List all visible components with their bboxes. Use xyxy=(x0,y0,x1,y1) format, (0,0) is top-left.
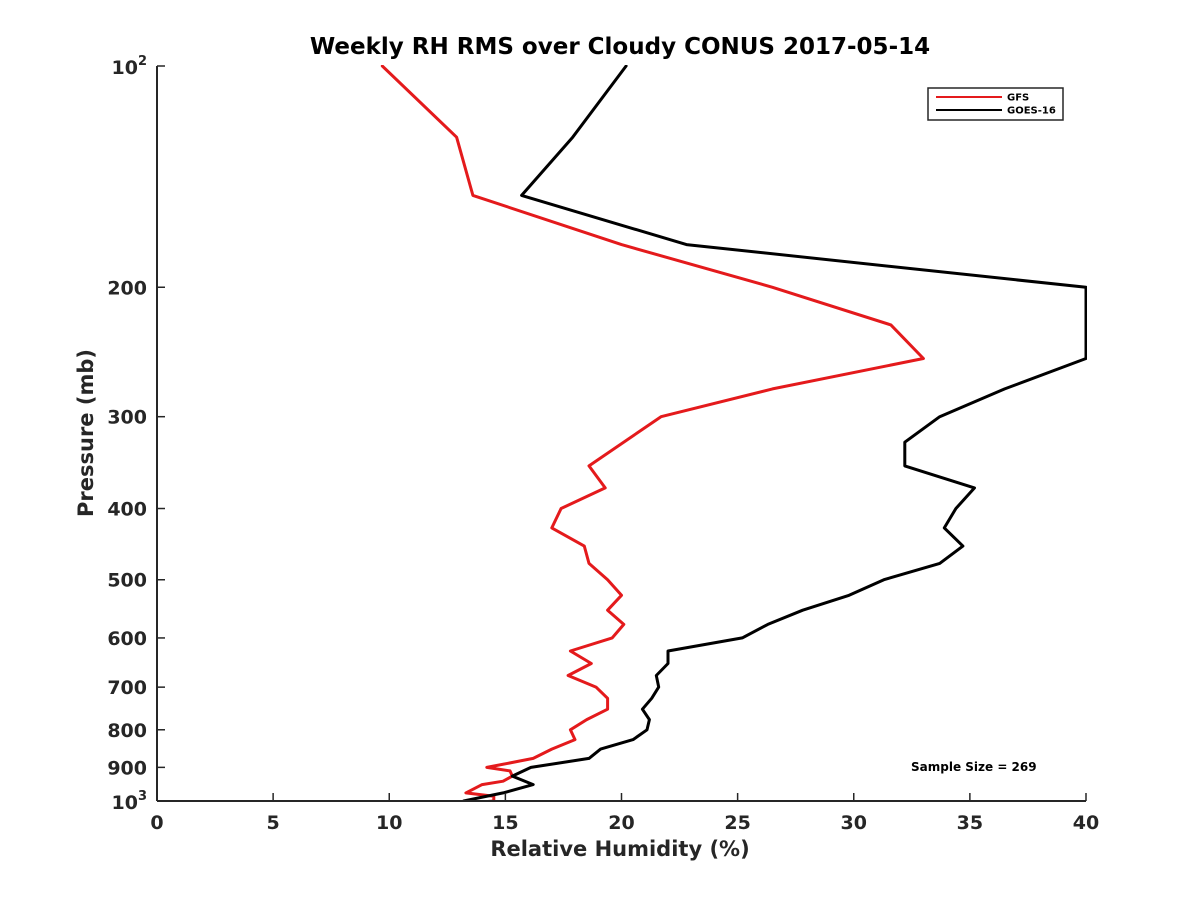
x-tick-label: 15 xyxy=(492,812,518,834)
legend-label-goes16: GOES-16 xyxy=(1007,106,1056,117)
sample-size-annotation: Sample Size = 269 xyxy=(911,760,1037,774)
x-tick-label: 35 xyxy=(957,812,983,834)
legend: GFS GOES-16 xyxy=(927,87,1064,121)
y-axis-label: Pressure (mb) xyxy=(74,349,98,517)
series-line-goes16 xyxy=(462,65,1087,802)
series-layer xyxy=(380,65,1087,802)
legend-label-gfs: GFS xyxy=(1007,93,1029,104)
x-tick-label: 25 xyxy=(724,812,750,834)
x-tick-label: 30 xyxy=(841,812,867,834)
y-tick-label: 200 xyxy=(107,277,147,299)
y-ticks: 200 300 400 500 600 700 800 900 xyxy=(107,65,165,802)
y-tick-label: 900 xyxy=(107,757,147,779)
y-tick-major-top: 102 xyxy=(112,54,148,79)
x-axis-label: Relative Humidity (%) xyxy=(490,837,749,861)
legend-box xyxy=(927,87,1064,121)
chart-title: Weekly RH RMS over Cloudy CONUS 2017-05-… xyxy=(310,34,930,60)
x-tick-label: 0 xyxy=(150,812,163,834)
y-tick-label: 300 xyxy=(107,407,147,429)
x-ticks: 0 5 10 15 20 25 30 35 40 xyxy=(150,793,1099,834)
y-tick-label: 800 xyxy=(107,720,147,742)
x-tick-label: 20 xyxy=(608,812,634,834)
x-tick-label: 10 xyxy=(376,812,402,834)
x-tick-label: 5 xyxy=(267,812,280,834)
y-tick-label: 500 xyxy=(107,570,147,592)
y-tick-label: 700 xyxy=(107,677,147,699)
y-tick-major-bottom: 103 xyxy=(112,789,148,814)
series-line-gfs xyxy=(380,65,925,802)
x-tick-label: 40 xyxy=(1073,812,1099,834)
y-tick-label: 400 xyxy=(107,499,147,521)
y-tick-label: 600 xyxy=(107,628,147,650)
